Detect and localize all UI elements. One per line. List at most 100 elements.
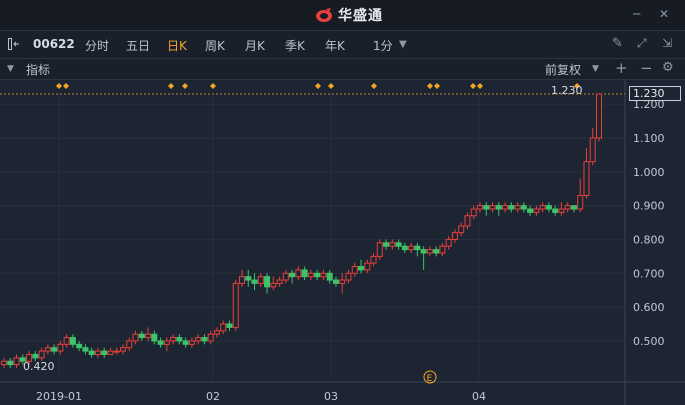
y-tick-label: 1.200	[633, 98, 665, 111]
collapse-icon[interactable]	[8, 38, 20, 50]
candle-body	[395, 242, 402, 247]
adjust-select[interactable]: 前复权	[545, 63, 582, 77]
zoom-in-icon[interactable]: +	[615, 59, 628, 77]
event-marker	[168, 83, 174, 89]
candle-body	[351, 266, 358, 274]
candle-body	[345, 272, 352, 281]
candle-body	[251, 279, 258, 284]
logo-icon	[316, 8, 332, 22]
settings-icon[interactable]: ⚙	[662, 60, 674, 75]
tab-season-k[interactable]: 季K	[285, 39, 305, 53]
event-badge[interactable]: E	[423, 370, 437, 384]
adjust-chevron-icon[interactable]: ▼	[592, 64, 599, 74]
candle-body	[88, 350, 95, 355]
tab-year-k[interactable]: 年K	[325, 39, 345, 53]
candle-body	[1, 360, 7, 366]
candle-body	[120, 347, 126, 352]
draw-pen-icon[interactable]: ✎	[612, 36, 623, 51]
candle-body	[596, 93, 602, 139]
y-tick-label: 0.500	[633, 335, 665, 348]
candle-body	[520, 205, 527, 210]
candle-body	[545, 205, 552, 210]
minute-select[interactable]: 1分	[373, 39, 393, 53]
candle-body	[583, 161, 590, 196]
zoom-out-icon[interactable]: −	[640, 59, 653, 77]
event-badge-label: E	[427, 374, 433, 384]
candle-body	[163, 340, 170, 345]
event-marker	[63, 83, 69, 89]
candle-body	[220, 323, 227, 332]
candle-body	[376, 242, 383, 257]
candle-body	[176, 337, 183, 342]
candle-body	[401, 245, 408, 251]
candle-body	[13, 357, 20, 366]
candle-body	[107, 350, 114, 355]
tab-week-k[interactable]: 周K	[205, 39, 225, 53]
candle-body	[433, 249, 440, 254]
brand-name: 华盛通	[338, 8, 383, 24]
tab-fenshi[interactable]: 分时	[85, 39, 110, 53]
candle-body	[577, 194, 584, 210]
candle-body	[145, 333, 152, 339]
candle-body	[276, 279, 283, 284]
candle-body	[358, 266, 364, 271]
max-price-label: 1.230	[551, 84, 583, 97]
candle-body	[76, 343, 83, 349]
chevron-down-icon[interactable]: ▼	[399, 39, 407, 50]
candle-body	[420, 249, 427, 254]
event-marker	[315, 83, 321, 89]
candlestick-chart[interactable]: 1.200 1.100 1.000 0.900 0.800 0.700 0.600 0.500…	[0, 80, 685, 405]
y-tick-label: 0.900	[633, 200, 665, 213]
fullscreen-icon[interactable]: ⤢	[637, 36, 647, 50]
candle-body	[533, 208, 540, 213]
candle-body	[314, 272, 321, 278]
candle-body	[307, 272, 314, 278]
event-marker	[328, 83, 334, 89]
candle-body	[589, 137, 596, 163]
stock-code: 00622	[33, 37, 75, 51]
expand-icon[interactable]: ⇲	[662, 36, 673, 50]
candle-body	[232, 282, 239, 328]
candle-body	[264, 276, 271, 288]
tab-month-k[interactable]: 月K	[245, 39, 265, 53]
event-marker	[470, 83, 476, 89]
candle-body	[564, 205, 571, 210]
candle-body	[26, 353, 33, 362]
candle-body	[514, 205, 521, 210]
y-tick-label: 1.100	[633, 132, 665, 145]
candle-body	[495, 205, 502, 210]
candle-body	[451, 232, 458, 240]
candle-body	[282, 272, 289, 281]
candle-body	[44, 347, 51, 352]
y-tick-label: 0.800	[633, 233, 665, 246]
x-tick-label: 04	[472, 390, 486, 403]
candle-body	[383, 242, 390, 247]
y-axis: 1.200 1.100 1.000 0.900 0.800 0.700 0.600 0.500	[633, 98, 665, 348]
y-tick-label: 0.600	[633, 301, 665, 314]
candles	[1, 93, 602, 368]
candle-body	[483, 205, 490, 210]
candle-body	[32, 353, 39, 359]
candle-body	[439, 245, 446, 254]
candle-body	[489, 205, 496, 210]
close-icon[interactable]: ✕	[659, 7, 670, 21]
candle-body	[57, 343, 64, 352]
title-bar: 华盛通 ─ ✕	[0, 0, 685, 31]
y-tick-label: 1.000	[633, 166, 665, 179]
candle-body	[207, 333, 214, 342]
tab-wuri[interactable]: 五日	[126, 39, 151, 53]
event-marker	[477, 83, 483, 89]
min-price-label: 0.420	[23, 360, 55, 373]
candle-body	[213, 330, 220, 335]
candle-body	[245, 276, 252, 281]
candle-body	[527, 208, 534, 213]
indicator-label[interactable]: 指标	[26, 63, 51, 77]
candle-body	[239, 276, 245, 284]
tab-day-k[interactable]: 日K	[167, 39, 187, 53]
event-marker	[434, 83, 440, 89]
indicator-collapse-icon[interactable]: ▼	[7, 64, 14, 74]
candle-body	[301, 269, 308, 278]
candle-body	[414, 245, 421, 251]
minimize-icon[interactable]: ─	[633, 7, 641, 21]
candle-body	[445, 238, 452, 247]
